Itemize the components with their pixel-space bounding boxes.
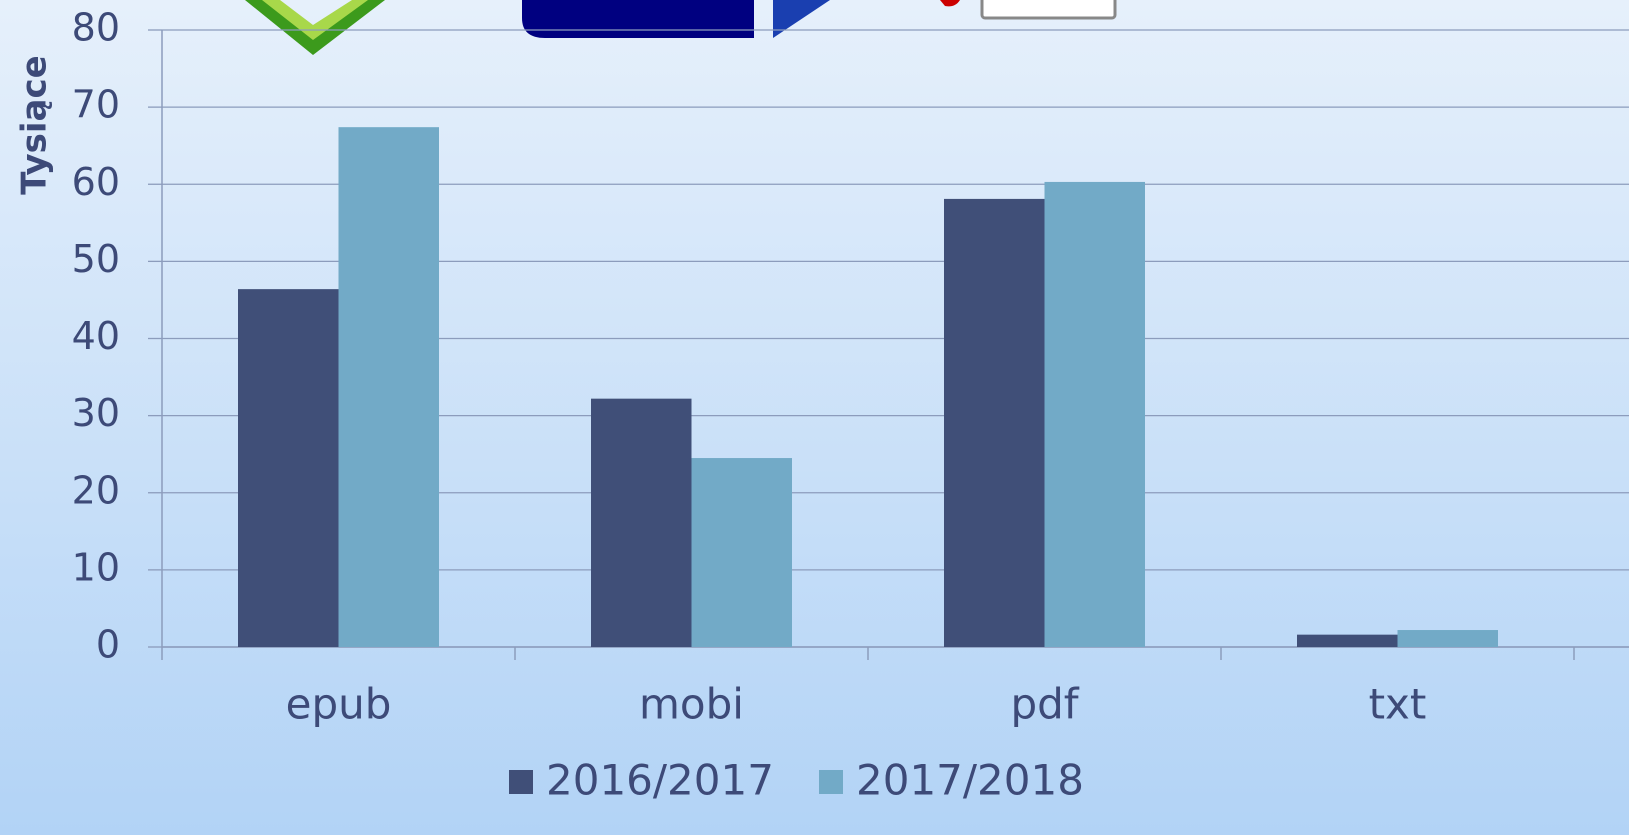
bar (1297, 634, 1398, 647)
x-tick-label: txt (1369, 680, 1427, 729)
y-tick-label: 50 (72, 237, 120, 281)
bar (338, 127, 439, 648)
x-tick-label: pdf (1010, 680, 1079, 729)
bar (944, 198, 1045, 647)
legend-swatch (819, 770, 843, 794)
y-tick-label: 30 (72, 391, 120, 435)
bar (238, 289, 339, 647)
y-axis-label: Tysiące (15, 55, 55, 194)
bar (591, 398, 692, 647)
y-tick-label: 80 (72, 6, 120, 50)
legend-label: 2016/2017 (546, 756, 774, 805)
y-tick-label: 40 (72, 314, 120, 358)
y-tick-label: 0 (96, 623, 120, 667)
decorative-icons (245, 0, 1117, 55)
y-tick-label: 60 (72, 160, 120, 204)
bar (1044, 181, 1145, 647)
legend-label: 2017/2018 (856, 756, 1084, 805)
bar (691, 458, 792, 647)
legend-swatch (509, 770, 533, 794)
y-tick-label: 20 (72, 468, 120, 512)
y-tick-label: 70 (72, 83, 120, 127)
y-tick-label: 10 (72, 545, 120, 589)
bar (1397, 630, 1498, 647)
x-tick-label: mobi (639, 680, 744, 729)
x-tick-label: epub (286, 680, 392, 729)
